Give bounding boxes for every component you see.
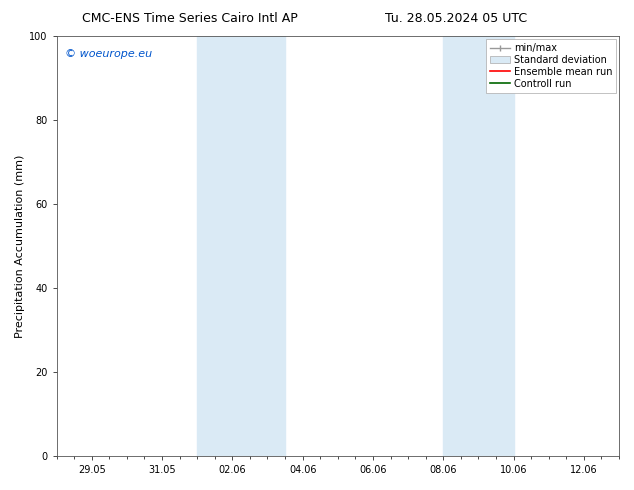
Legend: min/max, Standard deviation, Ensemble mean run, Controll run: min/max, Standard deviation, Ensemble me… [486, 39, 616, 93]
Text: CMC-ENS Time Series Cairo Intl AP: CMC-ENS Time Series Cairo Intl AP [82, 12, 298, 25]
Bar [197, 36, 285, 456]
Y-axis label: Precipitation Accumulation (mm): Precipitation Accumulation (mm) [15, 154, 25, 338]
Text: © woeurope.eu: © woeurope.eu [65, 49, 152, 59]
Bar [443, 36, 514, 456]
Text: Tu. 28.05.2024 05 UTC: Tu. 28.05.2024 05 UTC [385, 12, 527, 25]
